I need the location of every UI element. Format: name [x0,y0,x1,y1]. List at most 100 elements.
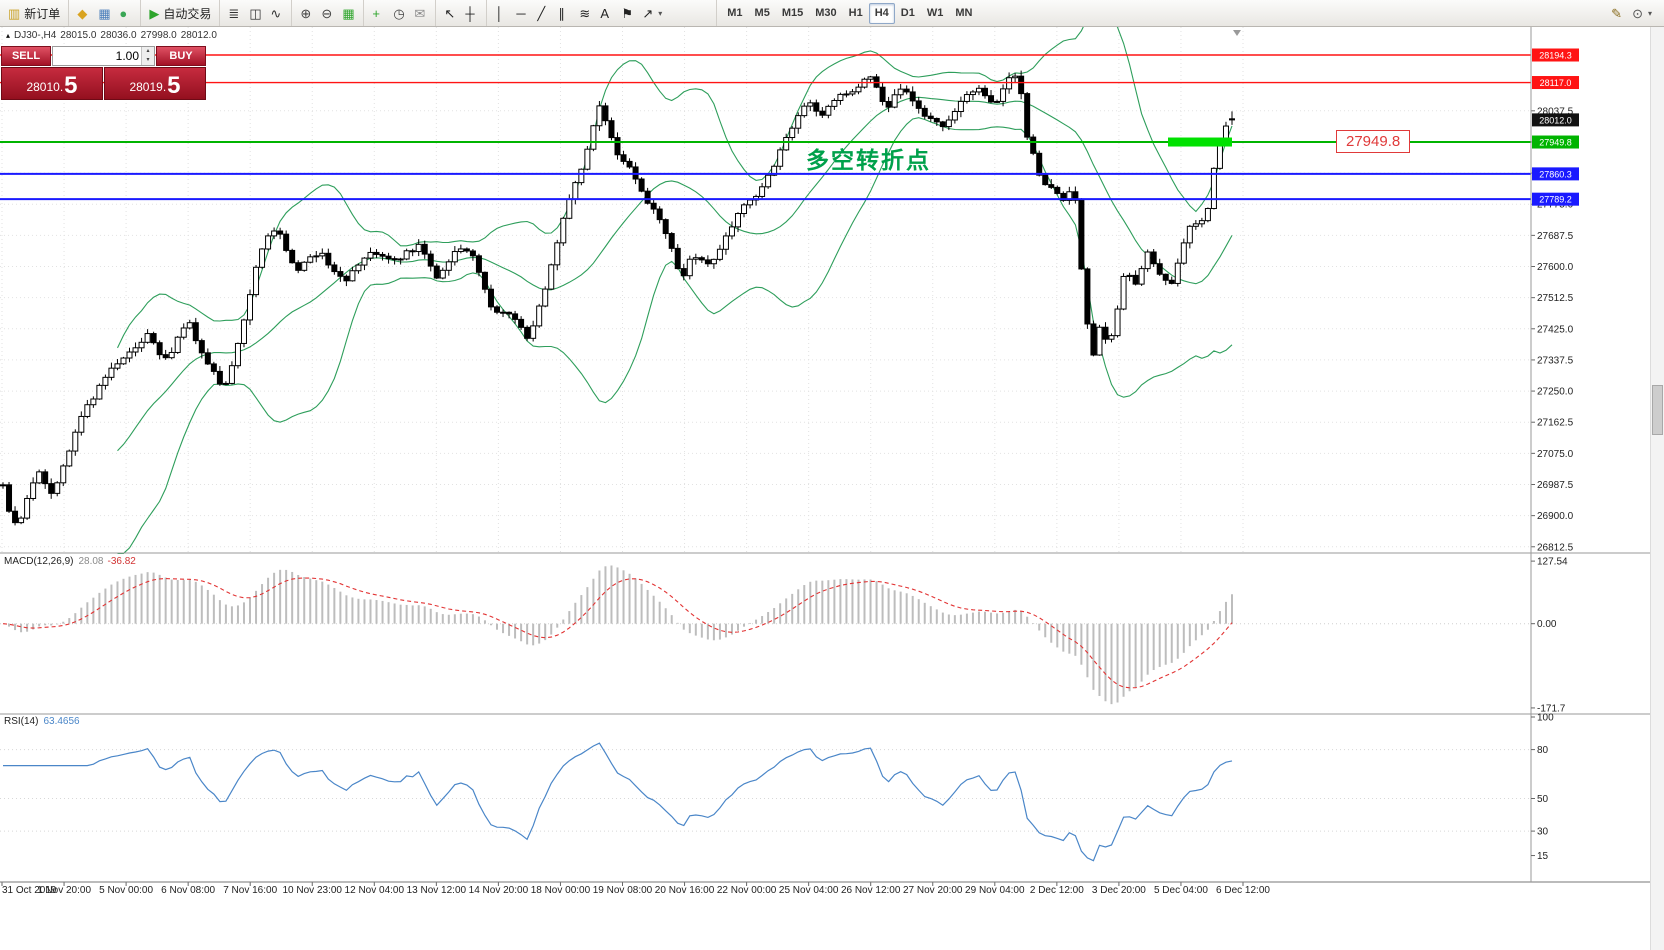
tf-h4-button[interactable]: H4 [868,2,895,24]
time-axis-label: 2 Dec 12:00 [1030,885,1084,895]
macd-value-main: 28.08 [78,556,104,567]
label-button[interactable]: ⚑ [617,3,638,24]
horizontal-line-button[interactable]: ─ [512,3,533,24]
price-axis-label: 27687.5 [1537,231,1574,242]
line-chart-button[interactable]: ∿ [266,3,287,24]
autotrading-button[interactable]: ▶ 自动交易 [145,3,215,24]
price-axis-label: 27512.5 [1537,293,1574,304]
zoom-out-icon: ⊖ [321,5,333,21]
crosshair-button[interactable]: ┼ [461,3,482,24]
vertical-scrollbar[interactable] [1650,27,1664,950]
buy-button[interactable]: BUY [156,46,206,66]
toolbar-group-draw: │ ─ ╱ ∥ ≋ A ⚑ ↗ ▾ [486,0,670,26]
bar-chart-button[interactable]: ≣ [224,3,245,24]
time-axis-label: 5 Nov 00:00 [99,885,153,895]
periods-icon: ◷ [393,5,405,21]
indicators-button[interactable]: + [368,3,389,24]
zoom-in-button[interactable]: ⊕ [296,3,317,24]
candlestick-chart-button[interactable]: ◫ [245,3,266,24]
arrows-icon: ↗ [642,5,654,21]
price-axis-label: 26900.0 [1537,511,1574,522]
svg-text:28117.0: 28117.0 [1540,78,1572,88]
tf-w1-button-label: W1 [926,7,944,19]
channel-button[interactable]: ∥ [554,3,575,24]
periods-button[interactable]: ◷ [389,3,410,24]
sell-price-int: 28010 [26,80,60,94]
rsi-axis-label: 15 [1537,851,1549,862]
sell-price-dec: 5 [64,72,78,100]
spinner-down-icon[interactable]: ▾ [142,56,154,65]
tf-m5-button-label: M5 [754,7,770,19]
data-window-button[interactable]: ▦ [94,3,115,24]
macd-histogram [8,565,1233,705]
macd-axis-label: -171.7 [1537,703,1566,714]
community-button[interactable]: ● [115,3,136,24]
price-callout-label[interactable]: 27949.8 [1336,130,1411,153]
buy-price-box[interactable]: 28019. 5 [104,67,206,100]
scrollbar-thumb[interactable] [1652,385,1663,435]
tf-m1-button-label: M1 [727,7,743,19]
tf-d1-button[interactable]: D1 [895,3,921,24]
volume-input[interactable] [53,47,141,65]
chart-annotation-text[interactable]: 多空转折点 [806,147,931,173]
toolbar-group-insert: + ◷ ✉ [363,0,435,26]
pencil-button[interactable]: ✎ [1607,3,1628,24]
toolbar-group-autotrade: ▶ 自动交易 [140,0,219,26]
tf-m30-button[interactable]: M30 [809,3,842,24]
text-button[interactable]: A [596,3,617,24]
rsi-line [3,742,1233,862]
rsi-axis-label: 30 [1537,827,1549,838]
tf-mn-button[interactable]: MN [949,3,978,24]
time-axis-label: 20 Nov 16:00 [655,885,715,895]
price-axis-label: 28037.5 [1537,106,1574,117]
charts-icon: ◆ [77,5,88,21]
rsi-label: RSI(14) 63.4656 [4,716,80,727]
buy-price-int: 28019 [129,80,163,94]
time-axis-label: 19 Nov 08:00 [593,885,653,895]
green-highlight-segment[interactable] [1168,137,1232,147]
data-window-icon: ▦ [98,5,111,21]
sell-button[interactable]: SELL [1,46,51,66]
zoom-out-button[interactable]: ⊖ [317,3,338,24]
ohlc-high: 28036.0 [100,30,137,41]
ohlc-open: 28015.0 [60,30,97,41]
templates-button[interactable]: ✉ [410,3,431,24]
dropdown-arrow-icon: ▾ [658,8,663,18]
new-order-button[interactable]: ▥ 新订单 [4,3,64,24]
tile-windows-button[interactable]: ▦ [338,3,359,24]
fibonacci-button[interactable]: ≋ [575,3,596,24]
dropdown-arrow-icon: ▾ [1647,8,1652,18]
toolbar-group-pointer: ↖ ┼ [435,0,486,26]
svg-text:28194.3: 28194.3 [1539,51,1572,61]
charts-button[interactable]: ◆ [73,3,94,24]
sell-price-box[interactable]: 28010. 5 [1,67,103,100]
price-axis-label: 26812.5 [1537,542,1574,553]
horizontal-lines[interactable] [0,54,1531,201]
search-button[interactable]: ⊙ ▾ [1628,3,1656,24]
tf-m5-button[interactable]: M5 [749,3,776,24]
toolbar-group-quick: ◆ ▦ ● [68,0,140,26]
tf-m1-button[interactable]: M1 [721,3,748,24]
label-icon: ⚑ [621,5,633,21]
fibonacci-icon: ≋ [579,5,591,21]
time-axis-label: 7 Nov 16:00 [223,885,277,895]
tf-h1-button[interactable]: H1 [843,3,869,24]
tf-mn-button-label: MN [955,7,973,19]
price-tags: 28194.3 28117.0 27949.8 27860.3 27789.2 28012… [1532,48,1579,206]
tf-m15-button[interactable]: M15 [776,3,809,24]
cursor-button[interactable]: ↖ [440,3,461,24]
price-axis-label: 27075.0 [1537,449,1574,460]
spinner-up-icon[interactable]: ▴ [142,47,154,56]
pencil-icon: ✎ [1611,5,1622,21]
trendline-button[interactable]: ╱ [533,3,554,24]
tf-m15-button-label: M15 [781,7,804,19]
vertical-line-button[interactable]: │ [491,3,512,24]
time-axis-label: 1 Nov 20:00 [37,885,91,895]
arrows-button[interactable]: ↗ ▾ [638,3,666,24]
tf-w1-button[interactable]: W1 [921,3,950,24]
time-axis-label: 5 Dec 04:00 [1154,885,1208,895]
autotrading-button-label: 自动交易 [163,6,212,21]
